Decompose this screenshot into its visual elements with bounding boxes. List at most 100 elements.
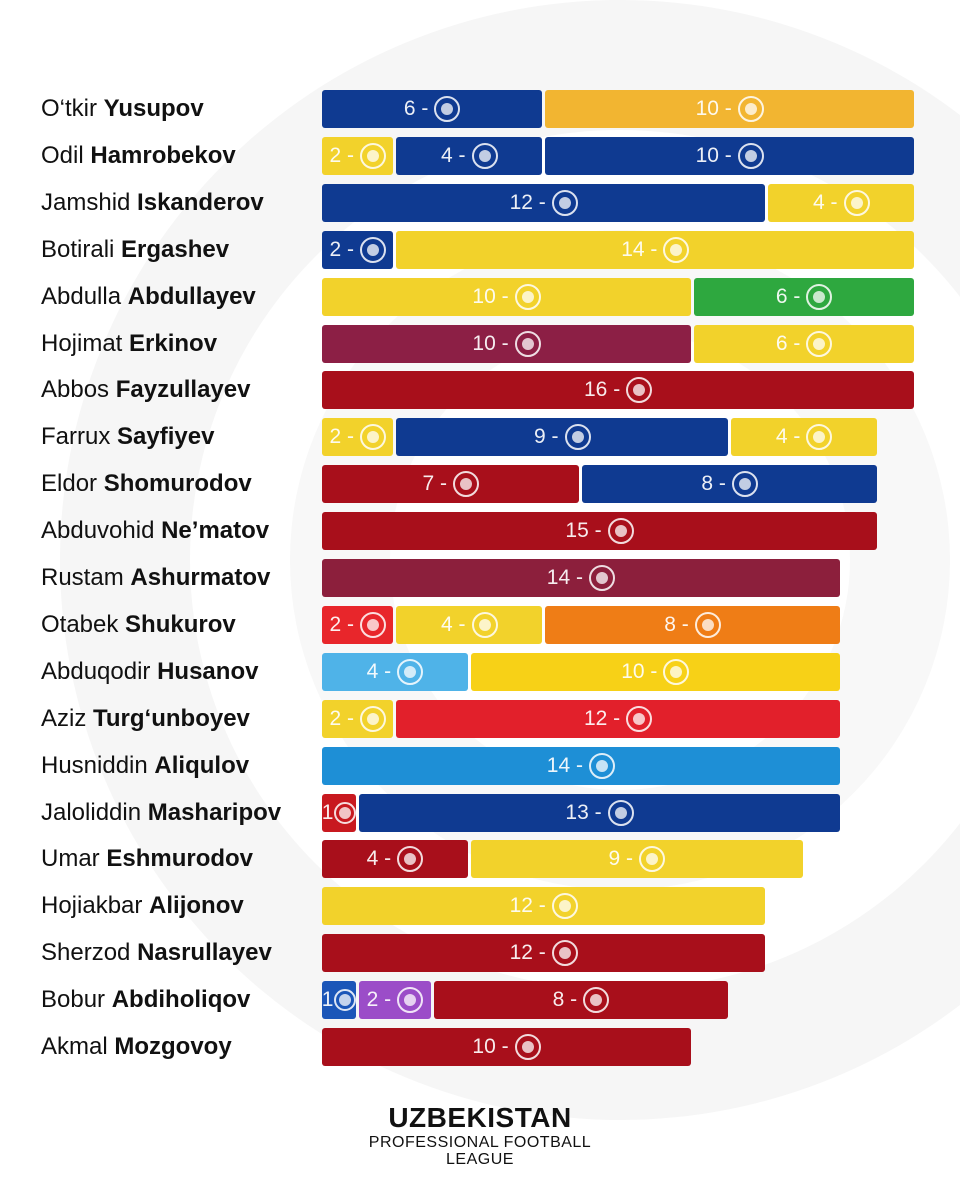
player-last-name: Ashurmatov xyxy=(130,564,271,591)
segment-label: 1 xyxy=(322,800,334,824)
player-row: Farrux Sayfiyev 2 - 9 - 4 - xyxy=(0,418,960,457)
player-name: Jamshid Iskanderov xyxy=(41,184,264,222)
segment-label: 8 - xyxy=(701,472,726,496)
segment-label: 15 - xyxy=(565,519,602,543)
segment-label: 4 - xyxy=(813,190,838,214)
club-crest-icon xyxy=(434,96,461,122)
player-row: Eldor Shomurodov 7 - 8 - xyxy=(0,465,960,504)
segment-label: 10 - xyxy=(472,331,509,355)
club-crest-icon xyxy=(397,846,424,873)
club-crest-icon xyxy=(471,611,498,638)
player-row: Bobur Abdiholiqov 1 2 - 8 - xyxy=(0,981,960,1020)
player-row: Jamshid Iskanderov 12 - 4 - xyxy=(0,183,960,222)
player-last-name: Eshmurodov xyxy=(106,845,254,873)
player-first-name: Otabek xyxy=(41,610,126,638)
player-row: Otabek Shukurov 2 - 4 - 8 - xyxy=(0,605,960,644)
player-row: Abduvohid Ne’matov 15 - xyxy=(0,512,960,551)
segment-label: 4 - xyxy=(775,425,801,449)
club-crest-icon xyxy=(694,611,721,638)
player-last-name: Hamrobekov xyxy=(90,141,236,169)
player-name: Abbos Fayzullayev xyxy=(41,371,250,409)
segment-label: 10 - xyxy=(472,284,509,308)
bar-segment: 8 - xyxy=(545,605,840,644)
player-name: Rustam Ashurmatov xyxy=(41,559,270,597)
player-first-name: Akmal xyxy=(41,1033,115,1060)
player-last-name: Iskanderov xyxy=(137,188,264,216)
player-row: Husniddin Aliqulov 14 - xyxy=(0,746,960,785)
player-first-name: Farrux xyxy=(41,423,118,451)
player-name: Sherzod Nasrullayev xyxy=(41,934,272,972)
bar-segment: 8 - xyxy=(582,465,877,504)
bar-segment: 13 - xyxy=(359,793,840,832)
club-crest-icon xyxy=(359,705,386,732)
logo-subtitle-line-2: LEAGUE xyxy=(446,1151,514,1168)
segment-label: 1 xyxy=(322,988,334,1012)
bar-segment: 12 - xyxy=(322,183,766,222)
player-last-name: Abdiholiqov xyxy=(111,986,251,1014)
player-name: Abduqodir Husanov xyxy=(41,653,258,691)
bar-segment: 4 - xyxy=(731,418,877,457)
segment-label: 6 - xyxy=(775,284,801,308)
player-last-name: Alijonov xyxy=(149,892,244,920)
club-crest-icon xyxy=(359,424,386,451)
player-last-name: Ne’matov xyxy=(161,517,270,545)
club-crest-icon xyxy=(334,801,357,824)
club-crest-icon xyxy=(843,189,870,216)
player-first-name: Sherzod xyxy=(41,939,138,967)
club-crest-icon xyxy=(588,752,615,779)
player-last-name: Turg‘unboyev xyxy=(93,704,250,732)
player-first-name: Odil xyxy=(41,141,91,169)
segment-label: 2 - xyxy=(329,706,354,730)
segment-label: 8 - xyxy=(552,988,578,1012)
club-crest-icon xyxy=(607,799,634,826)
club-crest-icon xyxy=(583,987,610,1014)
segment-label: 12 - xyxy=(509,941,546,965)
bar-segment: 1 xyxy=(322,793,357,832)
player-name: Farrux Sayfiyev xyxy=(41,418,214,456)
bar-segment: 14 - xyxy=(396,230,915,269)
club-crest-icon xyxy=(514,283,541,310)
segment-label: 12 - xyxy=(509,894,546,918)
player-name: Aziz Turg‘unboyev xyxy=(41,700,250,738)
bar-segment: 7 - xyxy=(322,465,580,504)
club-crest-icon xyxy=(359,142,386,169)
player-name: Akmal Mozgovoy xyxy=(41,1028,232,1066)
bar-segment: 4 - xyxy=(396,605,543,644)
bar-segment: 14 - xyxy=(322,559,840,597)
club-crest-icon xyxy=(397,987,424,1014)
segment-label: 4 - xyxy=(366,659,392,683)
segment-label: 14 - xyxy=(621,237,658,261)
segment-label: 9 - xyxy=(608,847,633,871)
player-row: O‘tkir Yusupov 6 - 10 - xyxy=(0,90,960,128)
club-crest-icon xyxy=(452,471,479,498)
bar-segment: 4 - xyxy=(322,840,468,879)
player-last-name: Nasrullayev xyxy=(137,939,272,967)
bar-segment: 2 - xyxy=(322,230,394,269)
bar-segment: 6 - xyxy=(694,324,915,363)
club-crest-icon xyxy=(607,518,634,545)
player-name: Abduvohid Ne’matov xyxy=(41,512,269,550)
club-crest-icon xyxy=(663,658,690,685)
bar-segment: 10 - xyxy=(322,324,691,363)
player-first-name: Jamshid xyxy=(41,188,138,216)
player-name: Husniddin Aliqulov xyxy=(41,747,249,785)
player-name: Umar Eshmurodov xyxy=(41,840,253,878)
bar-segment: 2 - xyxy=(322,136,394,175)
bar-segment: 10 - xyxy=(322,277,691,316)
player-last-name: Mozgovoy xyxy=(114,1033,232,1060)
player-row: Hojimat Erkinov 10 - 6 - xyxy=(0,324,960,363)
segment-label: 12 - xyxy=(583,706,621,730)
bar-segment: 2 - xyxy=(322,699,394,738)
club-crest-icon xyxy=(514,1034,541,1060)
club-crest-icon xyxy=(551,940,578,967)
player-last-name: Sayfiyev xyxy=(117,423,215,451)
club-crest-icon xyxy=(551,189,578,216)
segment-label: 4 - xyxy=(441,612,466,636)
club-crest-icon xyxy=(359,611,386,638)
player-first-name: Abbos xyxy=(41,376,116,404)
segment-label: 9 - xyxy=(534,425,559,449)
club-crest-icon xyxy=(663,236,690,263)
bar-segment: 10 - xyxy=(322,1028,691,1066)
player-name: Botirali Ergashev xyxy=(41,231,229,269)
player-last-name: Husanov xyxy=(157,657,259,685)
